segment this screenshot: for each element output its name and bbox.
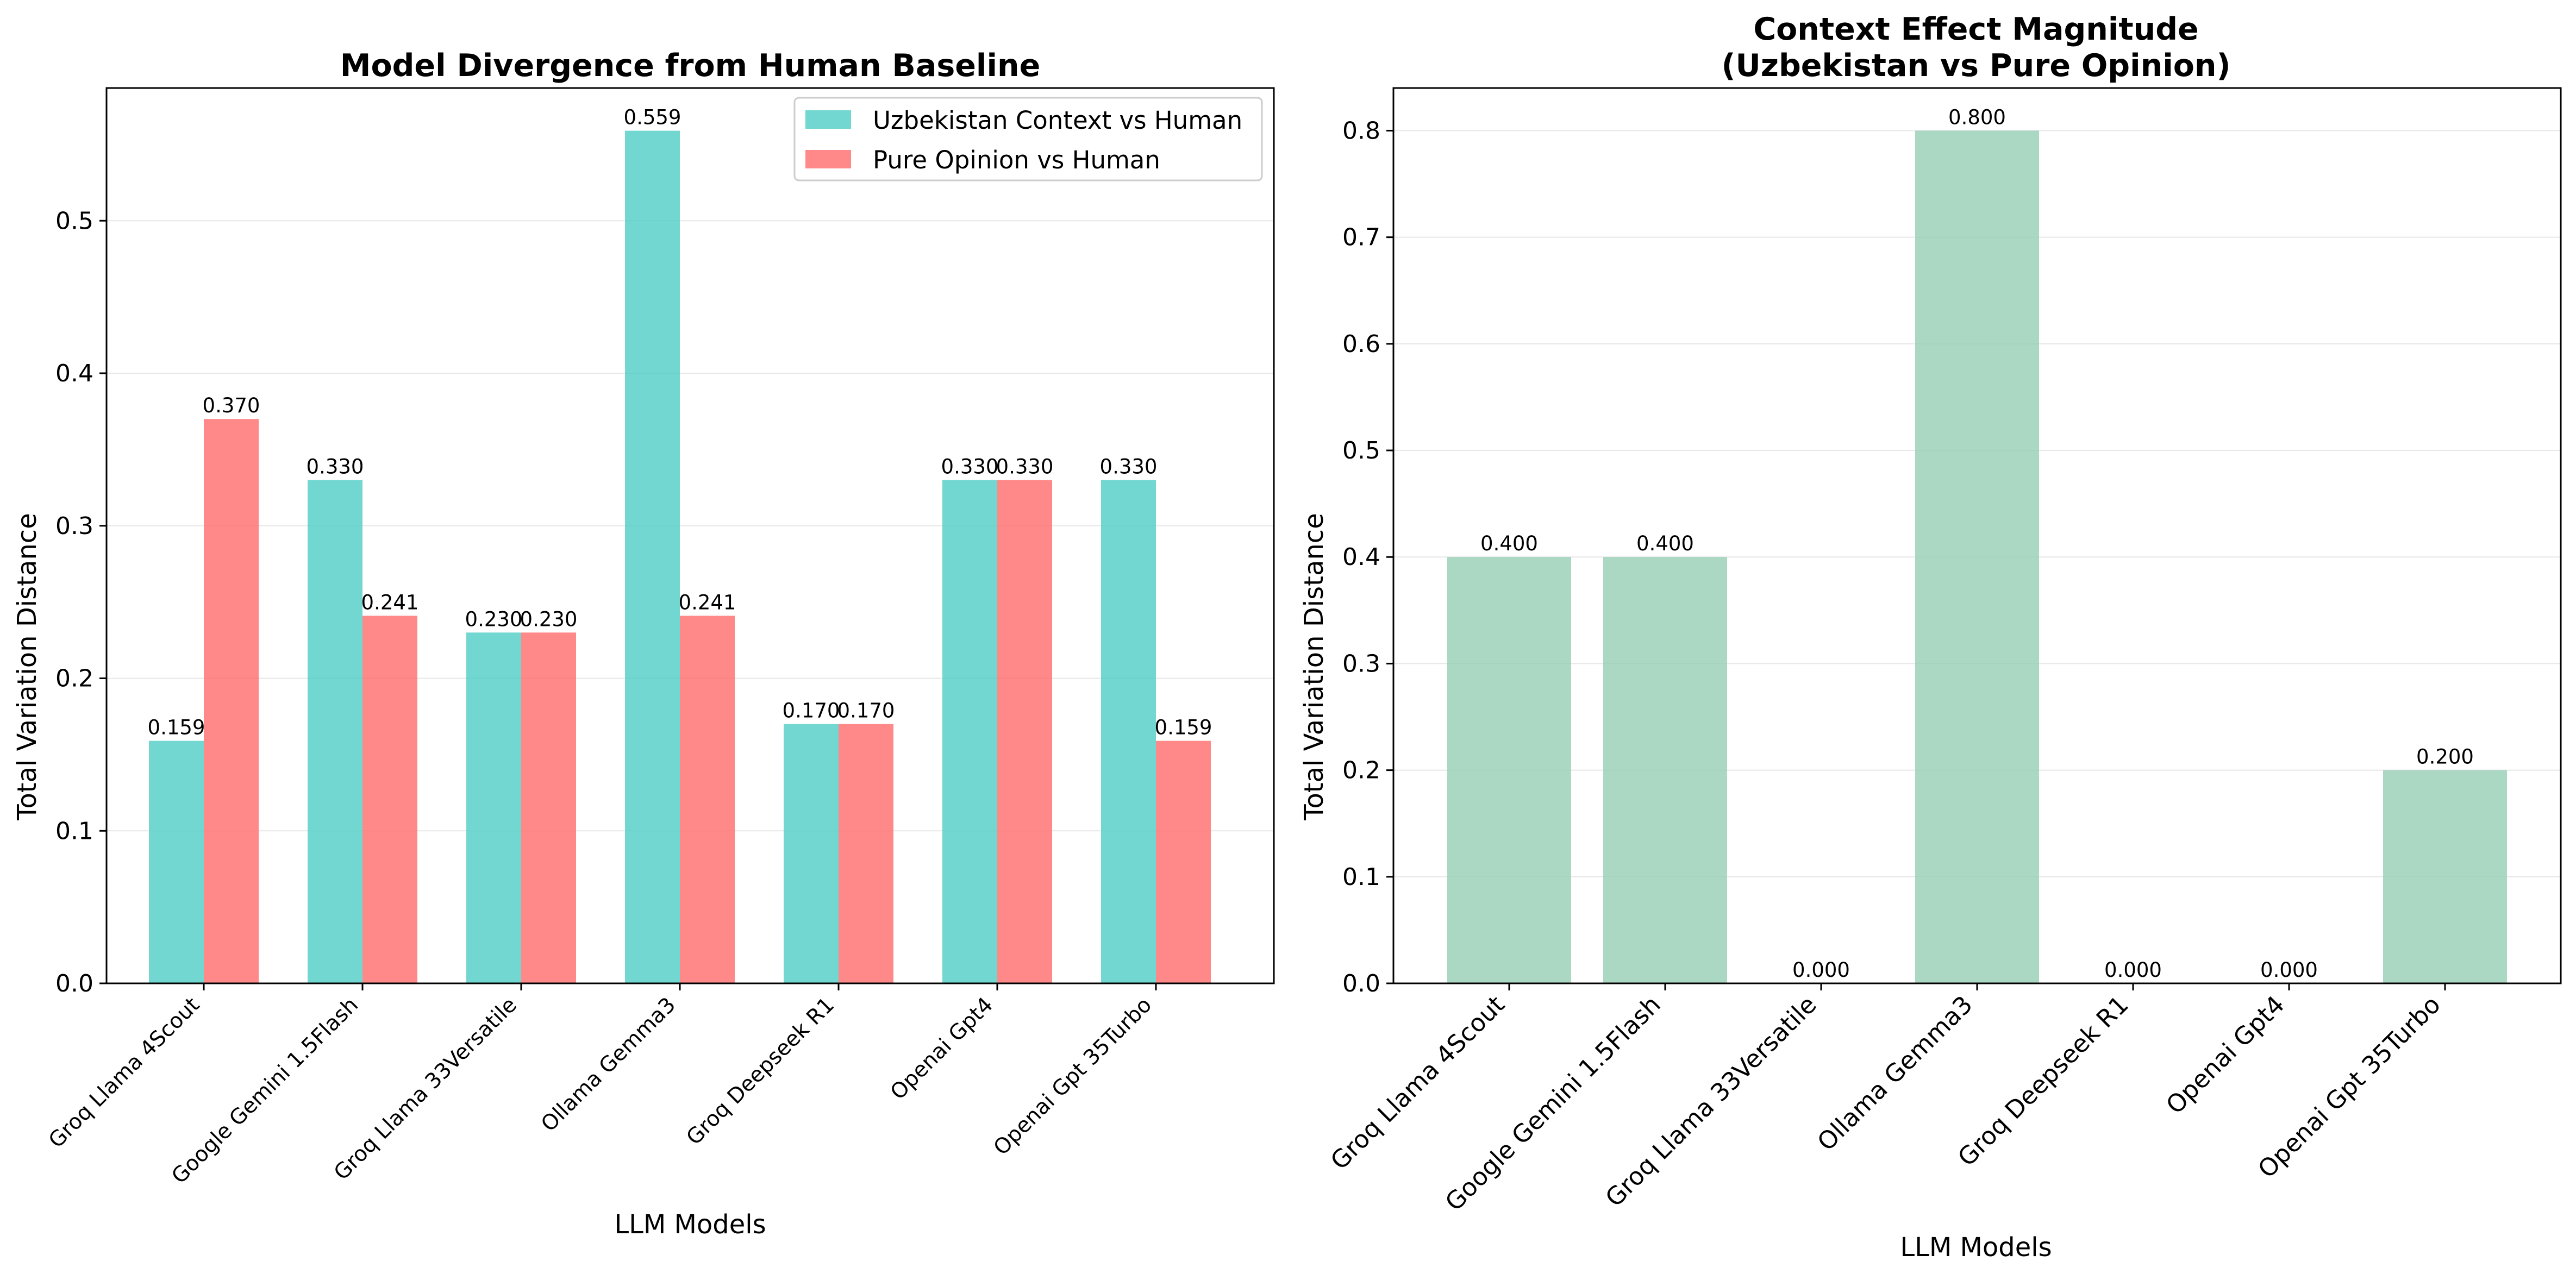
data-label: 0.230 xyxy=(520,607,578,631)
x-tick-label: Google Gemini 1.5Flash xyxy=(167,993,363,1189)
x-axis-label: LLM Models xyxy=(614,1209,766,1240)
x-tick-label: Groq Llama 4Scout xyxy=(1325,990,1510,1175)
y-tick-label: 0.1 xyxy=(1342,863,1380,891)
y-tick-label: 0.8 xyxy=(1342,117,1380,145)
data-label: 0.170 xyxy=(783,699,840,723)
x-tick-label: Ollama Gemma3 xyxy=(536,993,680,1137)
data-label: 0.370 xyxy=(203,394,260,417)
bar-ollama-gemma3-uzbekistan xyxy=(625,130,680,984)
data-label: 0.559 xyxy=(624,106,681,129)
y-tick-label: 0.3 xyxy=(1342,650,1380,677)
data-label: 0.200 xyxy=(2416,745,2474,769)
x-tick-label: Openai Gpt4 xyxy=(2160,990,2290,1120)
data-label: 0.230 xyxy=(465,607,523,631)
data-label: 0.159 xyxy=(1155,716,1212,739)
legend: Uzbekistan Context vs Human Pure Opinion… xyxy=(793,97,1263,181)
y-axis-label: Total Variation Distance xyxy=(12,513,42,820)
bar-openai-gpt-35turbo xyxy=(2383,770,2507,983)
legend-label-uzbekistan: Uzbekistan Context vs Human xyxy=(873,106,1242,135)
y-tick-label: 0.2 xyxy=(55,665,93,693)
chart-context-effect: Context Effect Magnitude (Uzbekistan vs … xyxy=(1299,11,2562,1263)
y-tick-label: 0.5 xyxy=(55,207,93,235)
y-tick-label: 0.4 xyxy=(55,360,93,387)
bar-groq-llama-33versatile-pure-opinion xyxy=(521,632,576,983)
chart-title: Context Effect Magnitude xyxy=(1753,11,2198,47)
y-ticks: 0.0 0.1 0.2 0.3 0.4 0.5 xyxy=(55,207,107,997)
data-label: 0.330 xyxy=(307,455,364,479)
x-tick-label: Groq Llama 4Scout xyxy=(44,993,204,1153)
data-label: 0.400 xyxy=(1636,532,1694,555)
bar-google-gemini-1-5flash xyxy=(1603,557,1727,983)
data-label: 0.330 xyxy=(996,455,1054,479)
data-label: 0.241 xyxy=(361,591,419,614)
y-tick-label: 0.3 xyxy=(55,512,93,540)
x-axis-label: LLM Models xyxy=(1900,1232,2052,1263)
data-label: 0.800 xyxy=(1948,105,2006,129)
y-tick-label: 0.4 xyxy=(1342,543,1380,571)
bar-openai-gpt4-pure-opinion xyxy=(997,480,1052,983)
legend-label-pure-opinion: Pure Opinion vs Human xyxy=(873,146,1160,174)
chart-title: Model Divergence from Human Baseline xyxy=(340,48,1041,84)
y-ticks: 0.0 0.1 0.2 0.3 0.4 0.5 0.6 0.7 0.8 xyxy=(1342,117,1393,997)
y-tick-label: 0.7 xyxy=(1342,224,1380,252)
y-tick-label: 0.0 xyxy=(1342,970,1380,997)
bar-groq-deepseek-r1-pure-opinion xyxy=(839,724,893,983)
chart-divergence: Model Divergence from Human Baseline Tot… xyxy=(12,48,1275,1240)
data-label: 0.330 xyxy=(941,455,999,479)
data-label: 0.000 xyxy=(2104,958,2162,982)
bars xyxy=(149,130,1211,984)
bar-openai-gpt-35turbo-pure-opinion xyxy=(1156,741,1211,983)
chart-subtitle: (Uzbekistan vs Pure Opinion) xyxy=(1721,48,2230,84)
data-label: 0.400 xyxy=(1480,532,1538,555)
data-label: 0.330 xyxy=(1100,455,1158,479)
x-tick-label: Groq Deepseek R1 xyxy=(682,993,839,1150)
y-tick-label: 0.5 xyxy=(1342,437,1380,465)
data-label: 0.170 xyxy=(837,699,895,723)
y-tick-label: 0.1 xyxy=(55,817,93,845)
plot-frame xyxy=(105,87,1275,984)
x-tick-label: Groq Deepseek R1 xyxy=(1952,990,2134,1172)
bar-groq-llama-4scout xyxy=(1447,557,1571,983)
data-label: 0.241 xyxy=(679,591,736,614)
y-axis-label: Total Variation Distance xyxy=(1299,513,1329,820)
legend-frame xyxy=(793,97,1263,181)
bar-openai-gpt-35turbo-uzbekistan xyxy=(1101,480,1156,983)
y-tick-label: 0.0 xyxy=(55,970,93,997)
bar-ollama-gemma3-pure-opinion xyxy=(680,616,735,983)
bar-groq-llama-33versatile-uzbekistan xyxy=(466,632,521,983)
data-label: 0.000 xyxy=(2260,958,2318,982)
legend-swatch-uzbekistan xyxy=(805,110,851,129)
bar-groq-llama-4scout-pure-opinion xyxy=(204,419,259,983)
y-tick-label: 0.6 xyxy=(1342,330,1380,358)
y-tick-label: 0.2 xyxy=(1342,757,1380,785)
bar-google-gemini-1-5flash-pure-opinion xyxy=(362,616,417,983)
x-tick-label: Groq Llama 33Versatile xyxy=(329,993,522,1185)
legend-swatch-pure-opinion xyxy=(805,150,851,168)
data-label: 0.000 xyxy=(1792,958,1850,982)
bar-google-gemini-1-5flash-uzbekistan xyxy=(308,480,362,983)
bar-openai-gpt4-uzbekistan xyxy=(942,480,997,983)
x-tick-label: Openai Gpt 35Turbo xyxy=(2252,990,2446,1183)
bar-ollama-gemma3 xyxy=(1915,130,2039,983)
x-tick-label: Openai Gpt4 xyxy=(886,993,998,1105)
data-label: 0.159 xyxy=(148,716,205,739)
bar-groq-deepseek-r1-uzbekistan xyxy=(784,724,839,983)
bar-groq-llama-4scout-uzbekistan xyxy=(149,741,204,983)
x-tick-label: Ollama Gemma3 xyxy=(1811,990,1978,1156)
data-labels: 0.400 0.400 0.000 0.800 0.000 0.000 0.200 xyxy=(1480,105,2474,982)
x-tick-label: Openai Gpt 35Turbo xyxy=(989,993,1156,1160)
bars xyxy=(1447,130,2507,983)
